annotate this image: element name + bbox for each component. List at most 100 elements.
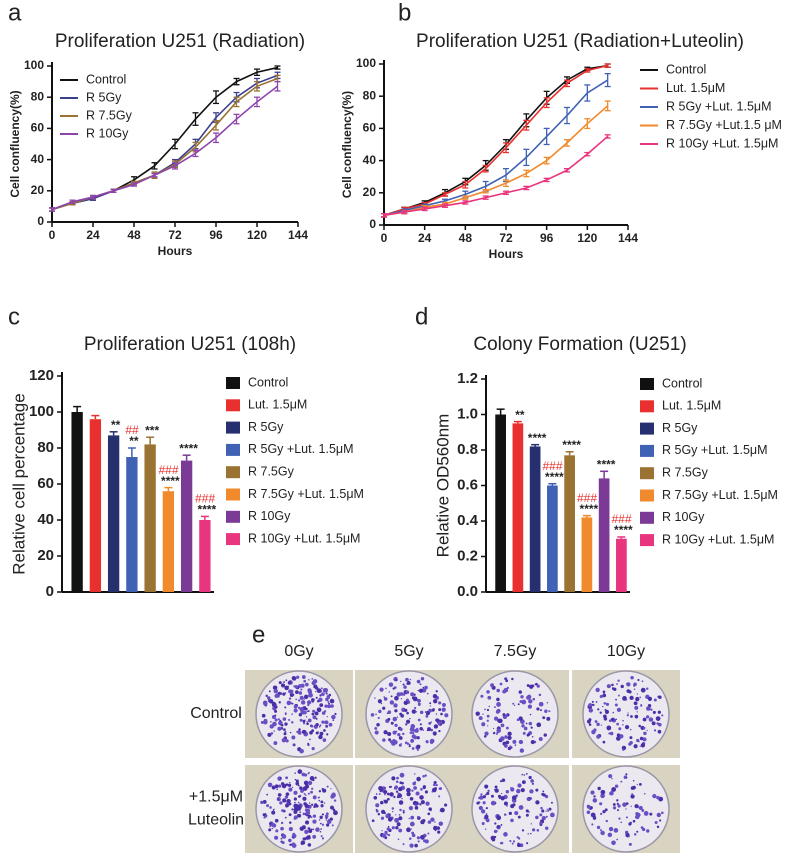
colony (600, 830, 605, 836)
colony (536, 684, 540, 688)
legend-label: R 5Gy (248, 420, 284, 434)
legend-label: Lut. 1.5μM (666, 81, 725, 95)
colony (518, 739, 524, 745)
colony (490, 835, 496, 841)
colony (316, 688, 322, 694)
colony (311, 803, 314, 806)
colony (395, 790, 399, 793)
y-tick-label: 60 (363, 121, 377, 135)
colony (375, 803, 380, 808)
colony (396, 795, 400, 799)
colony (330, 788, 332, 790)
colony (293, 708, 298, 713)
colony (330, 794, 335, 799)
colony (640, 743, 646, 748)
colony (496, 697, 500, 702)
colony (409, 678, 412, 681)
colony (625, 699, 628, 701)
x-tick-label: 0 (381, 231, 388, 245)
error-bar (381, 213, 387, 218)
colony (401, 781, 404, 785)
colony (635, 696, 640, 702)
colony (630, 728, 632, 731)
colony (374, 697, 376, 699)
colony (588, 723, 592, 726)
colony (413, 735, 418, 740)
colony (488, 705, 491, 708)
colony (302, 786, 308, 791)
colony (525, 809, 529, 813)
bar (89, 419, 102, 592)
colony (479, 795, 484, 800)
colony (409, 843, 414, 848)
colony (293, 817, 296, 819)
colony (267, 696, 271, 700)
colony (512, 702, 515, 705)
bar (547, 485, 558, 592)
colony (302, 796, 307, 801)
colony (634, 833, 637, 836)
colony (305, 715, 308, 718)
colony (611, 683, 614, 687)
bar (495, 414, 506, 592)
colony (394, 817, 400, 823)
colony (501, 778, 506, 782)
colony (269, 825, 272, 828)
colony (291, 693, 295, 697)
colony (422, 686, 425, 689)
colony (532, 697, 536, 701)
colony (300, 700, 306, 705)
colony (274, 714, 277, 717)
colony (331, 714, 336, 720)
colony (268, 699, 274, 704)
colony (525, 772, 528, 775)
significance: **** (179, 441, 198, 455)
colony (274, 709, 278, 713)
colony (651, 721, 656, 726)
colony (315, 723, 319, 727)
colony (517, 815, 521, 819)
colony (272, 809, 275, 811)
colony (618, 727, 622, 731)
colony (475, 711, 480, 716)
colony (321, 720, 325, 724)
error-bar (110, 188, 117, 194)
colony (505, 740, 510, 745)
colony (606, 725, 612, 731)
colony (522, 696, 524, 698)
error-bar (482, 188, 489, 194)
column-label: 10Gy (607, 643, 645, 660)
colony (261, 713, 266, 718)
colony (588, 708, 594, 713)
colony (305, 794, 307, 796)
colony (322, 738, 327, 742)
colony (602, 706, 604, 708)
colony (382, 738, 386, 742)
significance: **** (161, 474, 180, 488)
colony (321, 823, 325, 826)
error-bar (564, 167, 570, 173)
colony (416, 776, 421, 782)
colony (393, 703, 398, 708)
colony (539, 821, 543, 825)
colony (546, 702, 549, 704)
colony (523, 726, 528, 731)
colony (500, 841, 504, 845)
colony (654, 821, 658, 825)
error-bar (503, 179, 509, 188)
y-axis-label: Cell confluency(%) (8, 90, 22, 197)
colony (280, 821, 284, 825)
colony (304, 803, 309, 808)
colony (328, 724, 332, 727)
colony (387, 731, 392, 737)
colony (417, 840, 420, 843)
significance-hash: ### (611, 512, 631, 526)
colony (428, 721, 432, 725)
colony (328, 702, 330, 705)
colony (599, 829, 602, 832)
x-tick-label: 120 (577, 231, 597, 245)
colony (604, 808, 608, 812)
colony (514, 744, 517, 746)
bar (616, 538, 627, 592)
colony (482, 713, 484, 715)
